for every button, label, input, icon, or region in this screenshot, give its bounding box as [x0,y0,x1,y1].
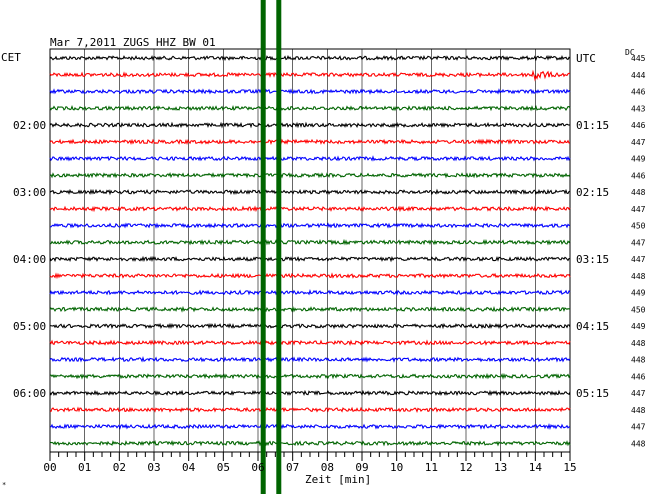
dc-offset-value: 444 [631,71,646,80]
seismogram-trace [49,104,571,112]
left-hour-label: 03:00 [13,186,46,199]
dc-header: DC [625,48,635,57]
seismogram-trace [49,255,571,263]
seismogram-trace [49,322,571,330]
dc-offset-value: 449 [631,322,646,331]
dc-offset-value: 447 [631,205,646,214]
right-hour-label: 03:15 [576,253,609,266]
seismogram-trace [49,188,571,196]
seismogram-trace [49,423,571,431]
seismogram-trace [49,222,571,229]
x-tick-label: 08 [321,461,334,474]
dc-offset-value: 449 [631,289,646,298]
x-tick-label: 13 [494,461,507,474]
traces-layer [49,54,571,447]
x-tick-label: 14 [529,461,543,474]
seismogram-trace [49,54,571,62]
dc-offset-value: 447 [631,138,646,147]
right-hour-label: 05:15 [576,387,609,400]
dc-offset-value: 450 [631,305,646,314]
dc-offset-value: 448 [631,272,646,281]
left-hour-label: 06:00 [13,387,46,400]
seismogram-trace [49,389,571,397]
seismogram-trace [49,172,571,179]
dc-offset-value: 446 [631,372,646,381]
x-tick-label: 04 [182,461,196,474]
x-tick-label: 01 [78,461,91,474]
seismogram-trace [49,305,571,313]
x-tick-label: 11 [425,461,438,474]
footer-mark: * [2,481,6,489]
dc-offset-value: 448 [631,406,646,415]
dc-offset-value: 447 [631,389,646,398]
dc-offset-value: 443 [631,104,646,113]
seismogram-trace [49,339,571,346]
x-tick-label: 12 [459,461,472,474]
x-tick-label: 06 [251,461,264,474]
seismogram-trace [49,355,571,363]
left-hour-label: 02:00 [13,119,46,132]
dc-offset-value: 449 [631,155,646,164]
x-axis: 00 01 02 03 04 05 06 07 08 09 10 11 12 13 14 15 [43,452,577,474]
x-tick-label: 15 [563,461,576,474]
x-tick-label: 10 [390,461,403,474]
dc-offset-value: 447 [631,238,646,247]
right-hour-label: 02:15 [576,186,609,199]
markers-layer [260,0,282,494]
seismogram-trace [49,138,571,146]
dc-offset-value: 448 [631,339,646,348]
x-axis-label: Zeit [min] [305,473,371,486]
x-tick-label: 05 [217,461,230,474]
dc-offset-value: 448 [631,439,646,448]
dc-offset-value: 447 [631,423,646,432]
seismogram-trace [49,289,571,296]
grid-layer [49,48,571,453]
seismogram-trace [49,406,571,413]
dc-offset-value: 446 [631,88,646,97]
dc-offset-value: 446 [631,171,646,180]
seismogram-trace [49,69,571,82]
x-tick-label: 07 [286,461,299,474]
seismogram-trace [49,155,571,162]
dc-offset-value: 445 [631,54,646,63]
dc-offset-value: 448 [631,188,646,197]
x-tick-label: 02 [113,461,126,474]
right-hour-label: 04:15 [576,320,609,333]
left-timezone-label: CET [1,51,21,64]
seismogram-trace [49,121,571,129]
seismogram-trace [49,238,571,246]
chart-title: Mar 7,2011 ZUGS HHZ BW 01 [50,36,216,49]
dc-offset-value: 448 [631,356,646,365]
seismogram-trace [49,205,571,213]
right-hour-label: UTC [576,52,596,65]
x-tick-label: 00 [43,461,56,474]
trace-labels-layer: 02:00 03:00 04:00 05:00 06:00 UTC 01:15 02:15 03… [13,52,646,448]
left-hour-label: 05:00 [13,320,46,333]
seismogram-trace [49,88,571,95]
x-tick-label: 03 [147,461,160,474]
x-tick-label: 09 [355,461,368,474]
seismogram-trace [49,272,571,280]
right-hour-label: 01:15 [576,119,609,132]
seismogram-trace [49,440,571,447]
left-hour-label: 04:00 [13,253,46,266]
dc-offset-value: 450 [631,222,646,231]
dc-offset-value: 447 [631,255,646,264]
dc-offset-value: 446 [631,121,646,130]
seismogram-trace [49,372,571,380]
